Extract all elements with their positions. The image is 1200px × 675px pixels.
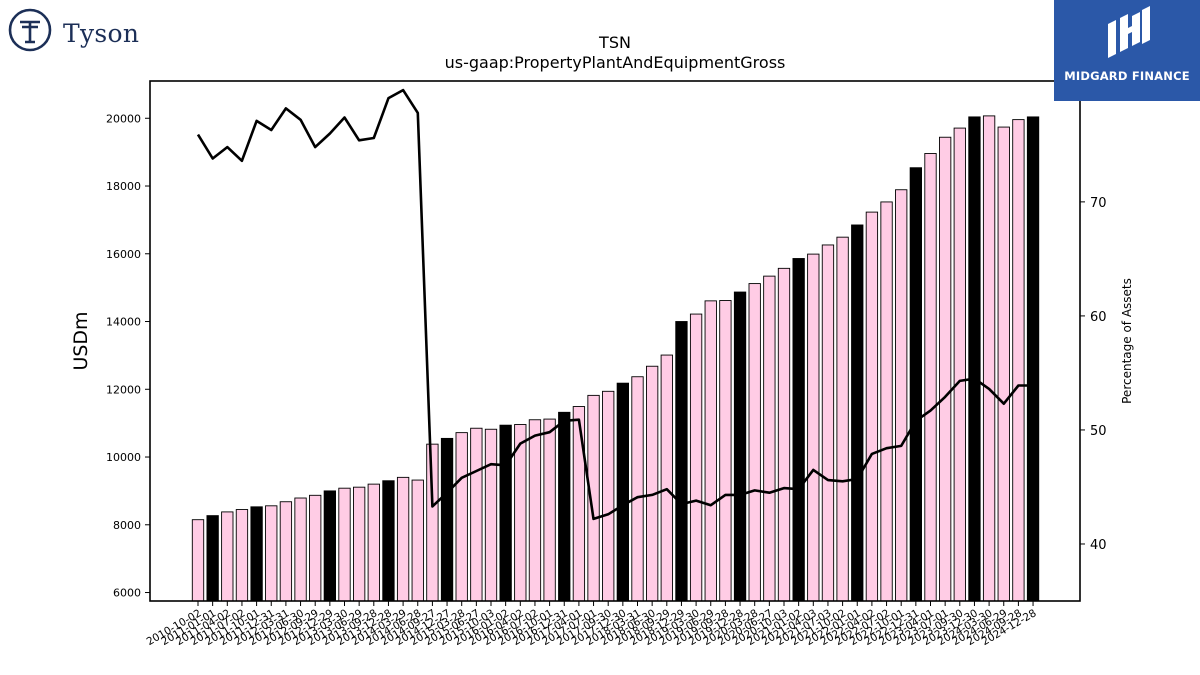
bar [895, 189, 908, 602]
y-tick-label: 10000 [106, 451, 141, 464]
right-y-axis: 40 50 60 70 [1080, 196, 1107, 553]
left-y-axis: 6000 8000 10000 12000 14000 16000 18000 20000 [106, 112, 150, 600]
midgard-finance-logo: MIDGARD FINANCE [1054, 0, 1200, 101]
bar [396, 476, 410, 602]
y-tick-label: 14000 [106, 316, 141, 329]
bar [646, 365, 659, 602]
bar [953, 127, 966, 602]
tyson-wordmark: Tyson [63, 19, 140, 48]
y-tick-label: 18000 [106, 180, 141, 193]
bar [367, 483, 380, 602]
bar [660, 354, 673, 602]
bar [763, 275, 776, 602]
bar [353, 486, 366, 602]
y-tick-label: 16000 [106, 248, 141, 261]
bar [939, 136, 952, 602]
bar [309, 494, 322, 602]
bar [851, 224, 864, 602]
bar [616, 382, 630, 602]
y-tick-label: 20000 [106, 112, 141, 125]
percentage-line [196, 88, 1034, 521]
bar [250, 506, 263, 602]
bar-series [191, 115, 1040, 602]
bar [455, 432, 468, 602]
bar [807, 253, 820, 602]
bar [382, 480, 395, 602]
bar [484, 428, 498, 602]
y2-tick-label: 50 [1090, 424, 1107, 439]
bar [602, 390, 615, 602]
bar [294, 497, 307, 602]
bar [924, 153, 937, 602]
bar [821, 244, 835, 602]
bar [909, 167, 923, 602]
bar [426, 443, 439, 602]
bar [221, 511, 234, 602]
bar [411, 479, 424, 602]
y2-tick-label: 40 [1090, 538, 1107, 553]
bar [865, 211, 879, 602]
bar [528, 419, 542, 602]
bar [704, 300, 717, 602]
bar [265, 505, 278, 602]
bar [982, 115, 996, 602]
bar [572, 406, 586, 602]
x-axis: 2010-10-022011-01-012011-04-022011-07-02… [145, 601, 1039, 648]
midgard-wordmark: MIDGARD FINANCE [1064, 69, 1190, 83]
bar [543, 418, 556, 602]
y2-tick-label: 60 [1090, 310, 1107, 325]
chart-subtitle: us-gaap:PropertyPlantAndEquipmentGross [445, 53, 786, 72]
bar [880, 201, 893, 602]
bar [689, 313, 703, 602]
bar [777, 267, 791, 602]
bar [499, 424, 512, 602]
y-tick-label: 6000 [113, 587, 141, 600]
bar [558, 411, 571, 602]
tyson-logo: Tyson [6, 6, 146, 54]
bar [968, 116, 981, 602]
bar [1012, 119, 1025, 602]
bar [191, 519, 205, 602]
y-tick-label: 12000 [106, 383, 141, 396]
chart-title: TSN [598, 33, 631, 52]
bar [323, 490, 336, 602]
bar [279, 501, 293, 602]
bar [836, 236, 849, 602]
bar [719, 300, 732, 602]
bar [440, 437, 454, 602]
y-axis-label: USDm [70, 311, 92, 370]
bar [1026, 116, 1040, 602]
y2-tick-label: 70 [1090, 196, 1107, 211]
plot-frame [149, 80, 1081, 602]
y2-axis-label: Percentage of Assets [1120, 278, 1134, 404]
tyson-emblem-icon [8, 8, 52, 52]
bar [733, 291, 747, 602]
bar [675, 321, 688, 602]
bar [997, 126, 1010, 602]
bar [631, 376, 644, 602]
midgard-emblem-icon [1108, 6, 1150, 58]
bar [206, 515, 219, 602]
y-tick-label: 8000 [113, 519, 141, 532]
percentage-line-series [196, 88, 1034, 521]
bar [235, 509, 249, 602]
bar [748, 283, 761, 602]
bar [792, 258, 805, 602]
bar [338, 487, 351, 602]
bar [470, 427, 483, 602]
